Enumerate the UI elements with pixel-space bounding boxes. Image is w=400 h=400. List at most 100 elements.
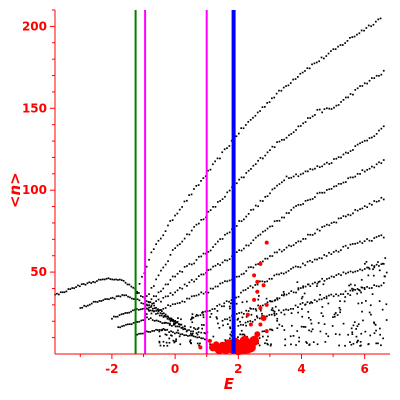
scatter-point	[283, 294, 285, 297]
band-2-point	[283, 179, 285, 182]
scatter-point	[308, 344, 311, 346]
band-5-point	[321, 257, 323, 260]
band-1-point	[288, 134, 290, 137]
scatter-point	[197, 327, 200, 329]
band-3-point	[345, 181, 347, 183]
band-3-point	[378, 161, 380, 164]
band-4-point	[380, 196, 383, 199]
band-5-point	[299, 266, 302, 269]
band-0-point	[275, 92, 278, 95]
band-3-point	[217, 263, 219, 265]
band-1-point	[363, 82, 366, 85]
band-0-point	[264, 106, 266, 108]
low-curve-2-point	[128, 311, 130, 314]
band-0-point	[238, 132, 240, 135]
low-curve-1-point	[176, 321, 179, 323]
band-1-point	[281, 139, 283, 141]
scatter-point	[339, 308, 342, 311]
low-curve-1-point	[167, 316, 169, 318]
band-2-point	[217, 240, 219, 243]
band-5-point	[263, 281, 266, 283]
band-2-point	[314, 167, 316, 170]
low-curve-2-point	[164, 315, 167, 318]
low-curve-0-point	[155, 307, 157, 309]
band-5-point	[356, 242, 359, 244]
band-4-point	[333, 221, 335, 224]
low-curve-0-point	[61, 291, 64, 294]
scatter-point	[191, 332, 194, 335]
band-3-point	[342, 181, 345, 184]
band-2-point	[266, 195, 269, 197]
low-curve-3-point	[190, 330, 192, 333]
scatter-point	[274, 305, 277, 308]
band-4-point	[316, 228, 319, 231]
scatter-point	[158, 340, 161, 343]
low-curve-0-point	[147, 301, 150, 303]
scatter-point	[245, 316, 248, 318]
scatter-point	[370, 313, 372, 316]
band-3-point	[207, 269, 210, 271]
scatter-point	[363, 287, 366, 289]
low-curve-0-point	[138, 292, 140, 294]
band-2-point	[321, 165, 323, 168]
scatter-point	[169, 320, 172, 322]
scatter-point	[338, 344, 340, 347]
low-curve-0-point	[65, 290, 68, 293]
scatter-point	[297, 311, 299, 314]
band-3-point	[354, 175, 357, 178]
band-6-point	[333, 276, 335, 278]
scatter-point	[179, 343, 182, 346]
band-6-point	[345, 272, 347, 275]
scatter-point	[360, 279, 363, 281]
band-4-point	[337, 217, 340, 220]
low-curve-0-point	[128, 283, 131, 286]
scatter-point	[296, 330, 299, 332]
scatter-point	[385, 303, 388, 306]
scatter-point	[189, 326, 192, 328]
scatter-point	[377, 342, 379, 345]
band-4-point	[292, 244, 295, 246]
scatter-point	[239, 333, 241, 336]
low-curve-1-point	[140, 302, 143, 304]
scatter-point	[258, 295, 260, 297]
band-0-point	[207, 169, 209, 172]
scatter-point	[276, 327, 279, 329]
band-0-point	[252, 116, 254, 119]
scatter-point	[270, 328, 273, 331]
band-1-point	[214, 206, 217, 208]
low-curve-3-point	[128, 323, 131, 325]
band-3-point	[333, 185, 335, 188]
band-1-point	[240, 176, 243, 179]
band-1-point	[292, 131, 295, 134]
band-3-point	[382, 159, 385, 161]
highlight-point	[258, 306, 263, 311]
band-6-point	[368, 268, 371, 270]
scatter-point	[319, 330, 322, 333]
band-7-point	[285, 308, 287, 311]
scatter-point	[283, 329, 286, 331]
band-6-point	[380, 263, 383, 265]
scatter-point	[304, 303, 307, 306]
band-0-point	[162, 234, 165, 237]
low-curve-1-point	[132, 298, 135, 300]
low-curve-1-point	[148, 304, 150, 306]
band-4-point	[245, 270, 248, 272]
low-curve-0-point	[69, 288, 72, 290]
band-3-point	[183, 283, 186, 286]
band-4-point	[247, 266, 250, 269]
low-curve-3-point	[142, 319, 144, 321]
scatter-point	[170, 334, 172, 337]
band-2-point	[352, 149, 354, 151]
band-7-point	[239, 323, 242, 326]
band-4-point	[228, 279, 231, 282]
band-1-point	[304, 121, 307, 123]
band-7-point	[344, 290, 347, 293]
scatter-point	[295, 344, 297, 346]
low-curve-4-point	[198, 336, 201, 338]
low-curve-2-point	[166, 317, 169, 320]
scatter-point	[191, 313, 194, 315]
scatter-point	[354, 284, 356, 287]
band-6-point	[354, 270, 357, 273]
band-0-point	[287, 84, 290, 87]
low-curve-1-point	[152, 307, 154, 310]
